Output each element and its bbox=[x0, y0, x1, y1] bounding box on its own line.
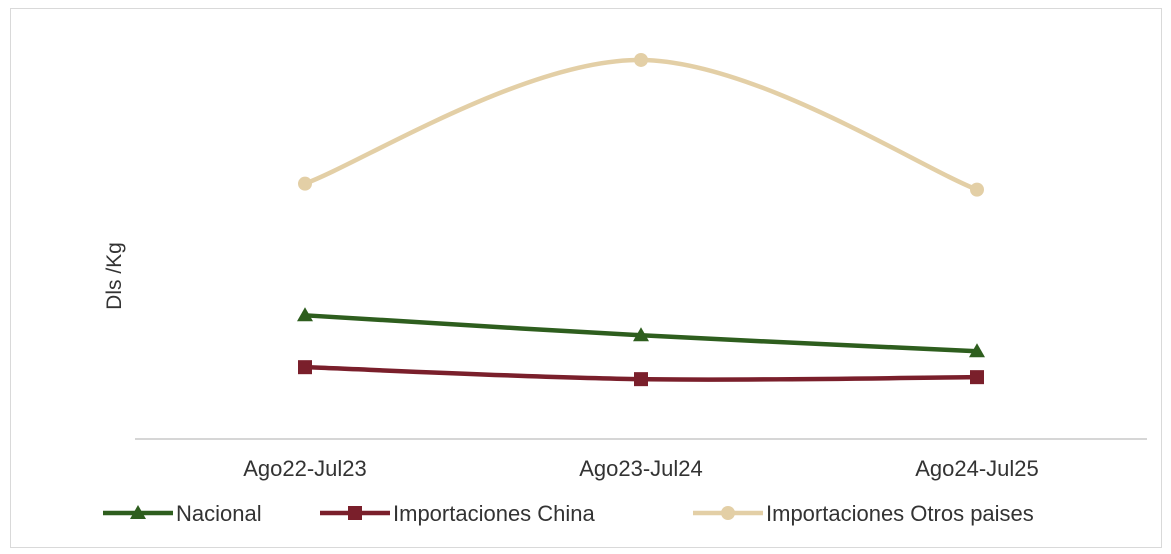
legend-label: Importaciones China bbox=[393, 501, 596, 526]
data-point-importaciones-china-1 bbox=[634, 372, 648, 387]
data-point-importaciones-otros-paises-2 bbox=[970, 182, 984, 197]
legend-label: Nacional bbox=[176, 501, 262, 526]
legend-item-importaciones-otros-paises: Importaciones Otros paises bbox=[693, 501, 1034, 526]
legend-swatch-marker bbox=[348, 506, 362, 520]
legend-label: Importaciones Otros paises bbox=[766, 501, 1034, 526]
data-point-importaciones-otros-paises-0 bbox=[298, 176, 312, 191]
data-point-importaciones-otros-paises-1 bbox=[634, 52, 648, 67]
x-tick-label: Ago22-Jul23 bbox=[243, 456, 367, 481]
x-tick-label: Ago24-Jul25 bbox=[915, 456, 1039, 481]
chart-frame bbox=[10, 8, 1162, 548]
x-tick-label: Ago23-Jul24 bbox=[579, 456, 703, 481]
legend-item-importaciones-china: Importaciones China bbox=[320, 501, 596, 526]
data-point-nacional-2 bbox=[969, 343, 985, 358]
data-point-importaciones-china-0 bbox=[298, 360, 312, 375]
data-point-nacional-1 bbox=[633, 327, 649, 342]
legend-item-nacional: Nacional bbox=[103, 501, 262, 526]
series-line-importaciones-otros-paises bbox=[302, 57, 980, 192]
data-point-nacional-0 bbox=[297, 307, 313, 322]
data-point-importaciones-china-2 bbox=[970, 370, 984, 385]
legend-swatch-marker bbox=[721, 506, 735, 520]
legend-swatch-marker bbox=[130, 505, 146, 519]
y-axis-label: Dls /Kg bbox=[103, 242, 126, 310]
